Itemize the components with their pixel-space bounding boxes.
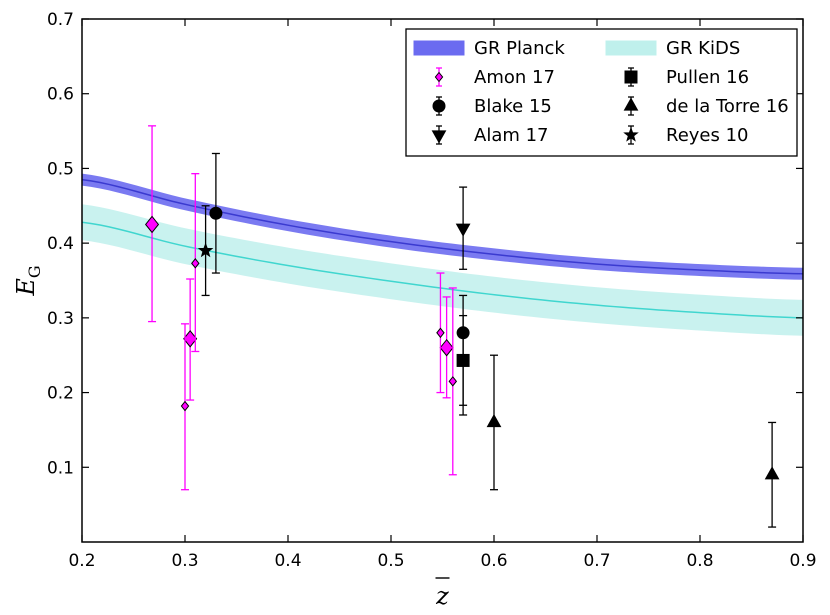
x-tick-label: 0.4 (274, 551, 301, 571)
band-gr-planck (82, 173, 803, 280)
x-tick-label: 0.3 (171, 551, 198, 571)
data-point-amon-17-0 (144, 215, 160, 234)
legend-swatch (413, 40, 465, 56)
legend-entry-pullen-16: Pullen 16 (624, 67, 749, 88)
legend-label: Alam 17 (474, 125, 549, 146)
legend-box (405, 28, 798, 157)
legend-swatch (605, 40, 657, 56)
data-point-reyes-10-0 (197, 242, 214, 258)
data-point-amon-17-6 (448, 376, 458, 387)
y-tick-label: 0.1 (47, 458, 74, 478)
data-point-pullen-16-0 (456, 353, 470, 367)
x-tick-label: 0.6 (480, 551, 507, 571)
data-point-amon-17-2 (180, 400, 190, 412)
legend-entry-reyes-10: Reyes 10 (623, 125, 749, 146)
x-tick-label: 0.7 (583, 551, 610, 571)
plot-frame (81, 18, 804, 543)
x-tick-label: 0.2 (68, 551, 95, 571)
series-de-la-torre-16 (486, 354, 780, 528)
legend-entry-amon-17: Amon 17 (434, 67, 555, 88)
data-point-alam-17-0 (455, 223, 471, 237)
y-axis-label: EG (12, 265, 44, 296)
legend-entry-blake-15: Blake 15 (432, 96, 552, 117)
data-points (144, 125, 780, 528)
legend-label: Reyes 10 (666, 125, 749, 146)
legend-entry-alam-17: Alam 17 (431, 125, 549, 146)
y-tick-label: 0.7 (47, 10, 74, 30)
data-point-de-la-torre-16-1 (764, 466, 780, 480)
x-tick-label: 0.8 (686, 551, 713, 571)
data-point-amon-17-5 (436, 327, 445, 339)
legend-marker-pullen-16 (624, 70, 638, 84)
legend-label: GR KiDS (666, 38, 740, 59)
legend-marker-reyes-10 (623, 126, 639, 142)
x-tick-label: 0.9 (789, 551, 816, 571)
data-point-blake-15-0 (209, 206, 223, 220)
series-pullen-16 (456, 314, 470, 406)
series-reyes-10 (197, 205, 214, 297)
legend-entry-de-la-torre-16: de la Torre 16 (623, 96, 789, 117)
legend-entry-gr-planck: GR Planck (413, 38, 565, 59)
legend-label: Pullen 16 (666, 67, 749, 88)
series-amon-17 (144, 125, 458, 491)
y-tick-label: 0.6 (47, 85, 74, 105)
y-tick-label: 0.3 (47, 309, 74, 329)
legend-marker-de-la-torre-16 (623, 97, 639, 111)
legend-entry-gr-kids: GR KiDS (605, 38, 740, 59)
y-axis-label-subscript: G (25, 265, 44, 278)
data-point-de-la-torre-16-0 (486, 413, 502, 428)
data-point-amon-17-3 (191, 258, 200, 269)
y-tick-label: 0.4 (47, 234, 74, 254)
legend-label: Blake 15 (474, 96, 552, 117)
axis-labels: z EG (12, 265, 450, 610)
legend-marker-blake-15 (432, 99, 446, 113)
series-alam-17 (455, 186, 471, 270)
legend-marker-alam-17 (431, 130, 447, 144)
legend-label: de la Torre 16 (666, 96, 789, 117)
legend: GR Planck GR KiDS Amon 17 Pullen 16 Blake 15… (405, 28, 798, 157)
legend-label: GR Planck (474, 38, 565, 59)
y-axis-label-main: E (12, 278, 40, 297)
y-tick-label: 0.5 (47, 159, 74, 179)
data-point-amon-17-4 (439, 338, 454, 357)
data-point-amon-17-1 (183, 329, 198, 348)
legend-label: Amon 17 (474, 67, 555, 88)
band-center-line-gr-planck (82, 178, 803, 275)
axis-ticks: 0.2 0.3 0.4 0.5 0.6 0.7 0.8 0.9 0.1 0.2 0.3 0.4 0.5 0… (47, 10, 817, 571)
x-tick-label: 0.5 (377, 551, 404, 571)
band-gr-kids (82, 204, 803, 336)
legend-marker-amon-17 (434, 71, 444, 83)
x-axis-label: z (435, 582, 449, 610)
y-tick-label: 0.2 (47, 384, 74, 404)
